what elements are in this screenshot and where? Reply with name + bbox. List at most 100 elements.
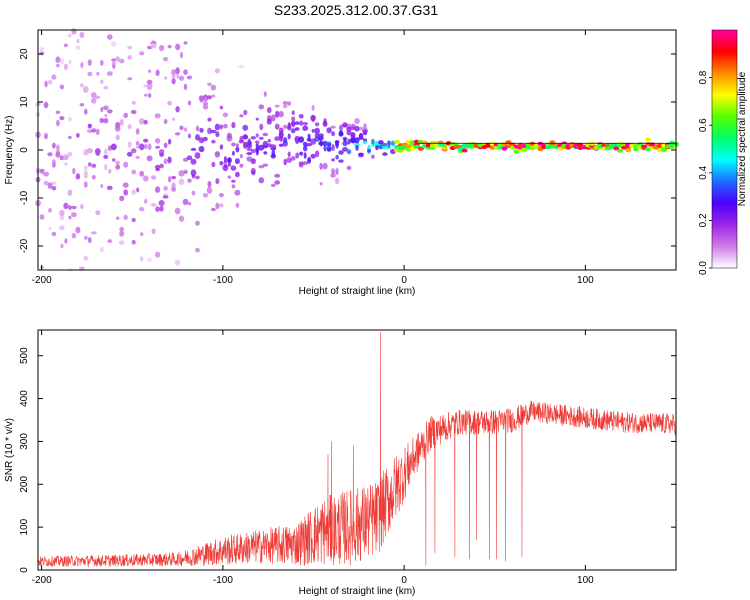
spectrogram-cell [171, 69, 177, 76]
spectrogram-cell [178, 178, 185, 185]
spectrogram-cell [95, 128, 100, 136]
spectrogram-cell [179, 125, 184, 131]
spectrogram-cell [52, 142, 56, 149]
spectrogram-cell [47, 79, 53, 85]
spectrogram-cell [371, 138, 375, 145]
spectrogram-cell [211, 207, 216, 212]
spectrogram-cell [87, 123, 92, 128]
spectrogram-cell [393, 139, 400, 144]
spectrogram-cell [198, 137, 205, 144]
spectrogram-cell [59, 116, 65, 121]
spectrogram-cell [51, 181, 57, 185]
spectrogram-cell [242, 134, 248, 139]
x-tick-label: -200 [32, 575, 52, 586]
spectrogram-cell [342, 123, 348, 128]
spectrogram-cell [114, 126, 121, 132]
spectrogram-cell [203, 136, 208, 142]
spectrogram-cell [190, 158, 197, 165]
snr-series-line [37, 332, 677, 568]
spectrogram-cell [154, 186, 161, 193]
spectrogram-cell [219, 203, 224, 208]
spectrogram-cell [358, 133, 364, 139]
spectrogram-cell [182, 157, 189, 162]
spectrogram-cell [641, 144, 648, 149]
spectrogram-cell [307, 136, 311, 142]
spectrogram-cell [617, 148, 624, 153]
colorbar: 0.0 0.2 0.4 0.6 0.8 Normalized spectral ampl… [698, 29, 748, 275]
spectrogram-cell [331, 144, 335, 152]
spectrogram-cell [330, 173, 336, 178]
spectrogram-cell [258, 144, 265, 151]
spectrogram-cell [461, 148, 468, 153]
spectrogram-cell [346, 149, 352, 155]
spectrogram-cell [207, 181, 212, 188]
spectrogram-cell [311, 104, 315, 111]
spectrogram-cell [87, 59, 92, 66]
x-tick-label: -200 [32, 275, 52, 286]
spectrogram-cell [167, 44, 172, 49]
spectrogram-cell [90, 231, 97, 235]
spectrogram-cell [191, 173, 196, 179]
spectrogram-cell [107, 34, 113, 40]
spectrogram-cell [190, 147, 197, 151]
spectrogram-cell [274, 180, 281, 185]
spectrogram-cell [63, 154, 69, 159]
colorbar-gradient [711, 29, 738, 269]
spectrogram-cell [136, 187, 140, 193]
spectrogram-cell [195, 220, 200, 226]
spectrogram-cell [59, 209, 65, 217]
snr-y-axis-label: SNR (10 * v/v) [4, 418, 15, 482]
spectrogram-cell [115, 134, 120, 141]
spectrogram-cell [183, 127, 188, 132]
spectrogram-cell [39, 214, 45, 220]
spectrogram-cell [175, 43, 181, 51]
spectrogram-cell [219, 124, 223, 130]
spectrogram-cell [226, 132, 232, 139]
spectrogram-cell [51, 159, 56, 167]
spectrogram-cell [68, 60, 72, 64]
spectrogram-cell [263, 91, 267, 98]
spectrogram-cell [187, 202, 192, 206]
spectrogram-cell [219, 161, 224, 166]
spectrogram-cell [291, 120, 296, 128]
spectrogram-cell [314, 122, 320, 127]
spectrogram-cell [207, 127, 212, 135]
spectrogram-cell [326, 148, 332, 152]
spectrogram-cell [303, 141, 308, 147]
spectrogram-cell [299, 120, 304, 126]
spectrogram-cell [279, 143, 284, 147]
spectrogram-cell [417, 146, 424, 151]
spectrogram-cell [84, 165, 88, 170]
spectrogram-cell [267, 107, 272, 114]
spectrogram-cell [287, 101, 292, 106]
spectrogram-cell [47, 182, 53, 189]
spectrogram-cell [206, 186, 213, 194]
spectrogram-cell [251, 170, 256, 176]
spectrogram-cell [347, 138, 351, 145]
spectrogram-cell [91, 175, 96, 180]
spectrogram-cell [39, 51, 45, 56]
spectrogram-cell [147, 93, 152, 98]
spectrogram-cell [255, 147, 260, 152]
spectrogram-cell [187, 178, 192, 183]
spectrogram-cell [91, 128, 97, 133]
spectrogram-cell [100, 106, 104, 113]
spectrogram-cell [382, 152, 388, 156]
spectrogram-cell [147, 45, 153, 50]
spectrogram-cell [210, 129, 217, 134]
spectrogram-cell [589, 141, 596, 146]
spectrogram-x-axis-label: Height of straight line (km) [299, 286, 416, 297]
y-tick-label: -10 [19, 190, 30, 205]
spectrogram-cell [139, 143, 145, 151]
spectrogram-cell [250, 136, 256, 140]
spectrogram-cell [127, 77, 133, 81]
spectrogram-cell [44, 132, 48, 140]
spectrogram-cell [613, 146, 620, 151]
spectrogram-cell [150, 45, 157, 49]
spectrogram-cell [179, 51, 184, 59]
spectrogram-cell [144, 198, 148, 204]
spectrogram-cell [43, 101, 49, 109]
spectrogram-cell [67, 135, 72, 140]
snr-x-ticks: -200 -100 0 100 [32, 330, 594, 586]
